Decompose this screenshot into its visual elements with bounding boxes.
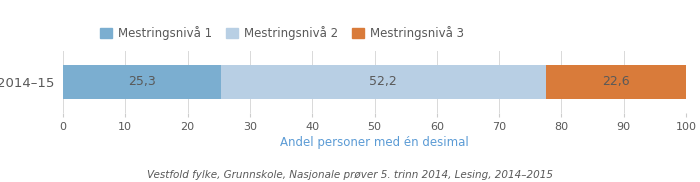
Bar (546, 65, 687, 99)
X-axis label: Andel personer med én desimal: Andel personer med én desimal (280, 136, 469, 149)
Text: 22,6: 22,6 (603, 75, 630, 88)
Text: 25,3: 25,3 (128, 75, 155, 88)
Bar (220, 65, 546, 99)
Text: 52,2: 52,2 (370, 75, 397, 88)
Legend: Mestringsnivå 1, Mestringsnivå 2, Mestringsnivå 3: Mestringsnivå 1, Mestringsnivå 2, Mestri… (100, 26, 464, 40)
Text: Vestfold fylke, Grunnskole, Nasjonale prøver 5. trinn 2014, Lesing, 2014–2015: Vestfold fylke, Grunnskole, Nasjonale pr… (147, 170, 553, 180)
Bar (63, 65, 220, 99)
